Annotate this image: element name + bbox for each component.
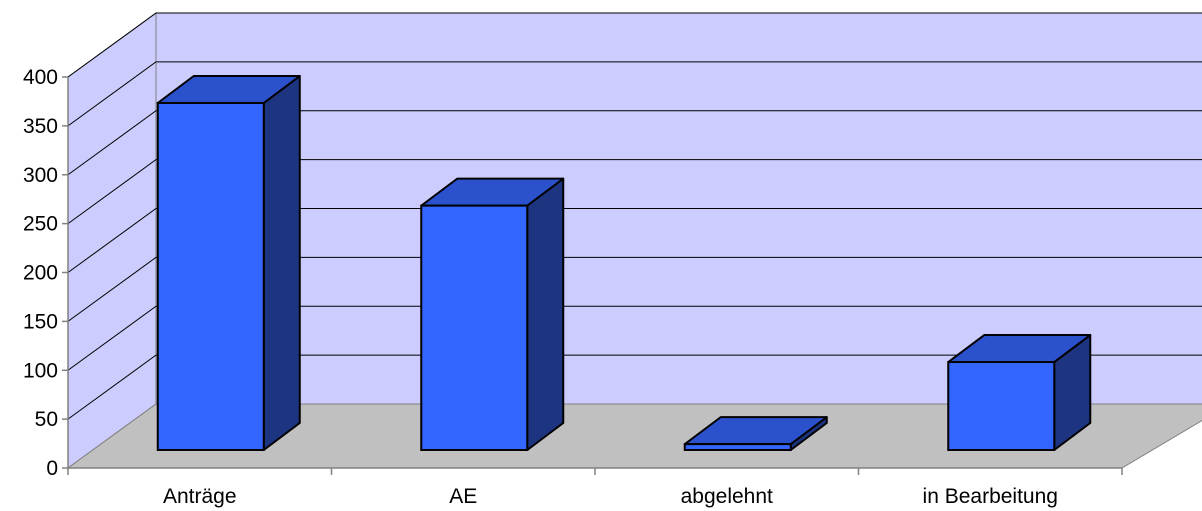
y-tick-label: 50: [35, 408, 58, 431]
x-category-label: AE: [449, 485, 477, 508]
y-tick-label: 200: [23, 262, 58, 285]
gridline: [67, 354, 1202, 420]
y-tick-label: 250: [23, 213, 58, 236]
bar-side: [262, 74, 301, 451]
bar: [683, 416, 828, 452]
bar-front: [156, 101, 265, 452]
bar: [156, 74, 301, 452]
bars: [156, 74, 1092, 452]
x-category-label: Anträge: [163, 485, 237, 508]
bar-front: [420, 204, 529, 451]
bar-front: [683, 443, 792, 452]
x-category-label: abgelehnt: [681, 485, 773, 508]
gridline: [67, 12, 1202, 78]
y-tick-label: 150: [23, 310, 58, 333]
bar: [420, 177, 565, 451]
axes: [62, 76, 1123, 475]
gridline: [67, 110, 1202, 176]
axis-labels: 0 50 100 150 200 250 300 350 400 Anträge AE abgeleh…: [23, 66, 1058, 508]
bar-front: [947, 361, 1056, 451]
gridline: [67, 159, 1202, 225]
x-category-label: in Bearbeitung: [923, 485, 1058, 508]
bar-side: [526, 177, 565, 451]
y-tick-label: 400: [23, 66, 58, 89]
gridline: [67, 256, 1202, 322]
bar: [947, 334, 1092, 451]
y-tick-label: 0: [46, 457, 58, 480]
gridlines: [67, 12, 1202, 420]
y-tick-label: 350: [23, 115, 58, 138]
y-tick-label: 100: [23, 359, 58, 382]
y-tick-label: 300: [23, 164, 58, 187]
gridline: [67, 61, 1202, 127]
gridline: [67, 305, 1202, 371]
gridline: [67, 208, 1202, 273]
